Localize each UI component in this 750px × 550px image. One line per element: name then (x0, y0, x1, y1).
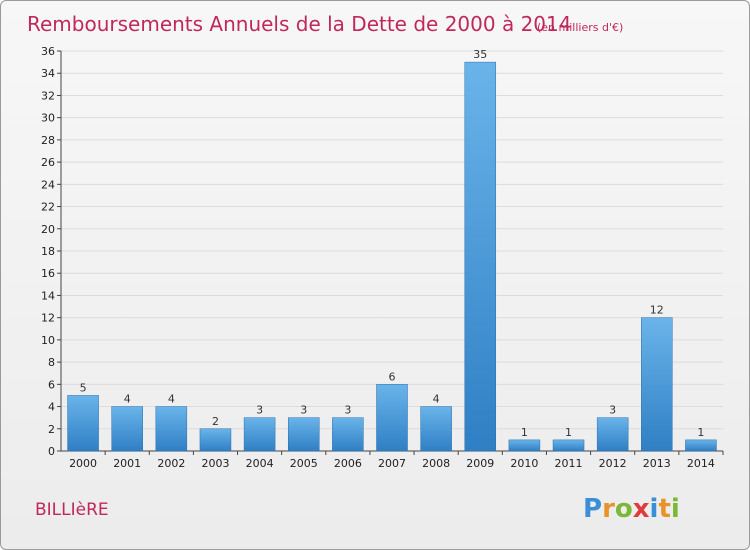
bar-2013 (641, 317, 673, 452)
x-tick-label: 2014 (687, 457, 715, 470)
logo-letter: o (615, 494, 633, 524)
logo-letter: x (633, 494, 650, 524)
y-tick-label: 32 (41, 89, 55, 102)
logo-letter: t (658, 494, 670, 524)
bar-2012 (596, 417, 629, 452)
x-tick-label: 2006 (334, 457, 362, 470)
x-tick-label: 2009 (466, 457, 494, 470)
data-label-2004: 3 (256, 404, 263, 417)
bar-2000 (67, 395, 99, 452)
chart-subtitle: (en milliers d'€) (537, 21, 623, 34)
y-tick-label: 6 (48, 378, 55, 391)
bars (67, 61, 717, 452)
bar-2006 (332, 417, 364, 452)
data-label-2011: 1 (565, 426, 572, 439)
bar-2008 (420, 406, 452, 452)
x-tick-label: 2013 (643, 457, 671, 470)
x-tick-label: 2012 (599, 457, 627, 470)
bar-2003 (199, 428, 232, 452)
y-tick-label: 20 (41, 223, 55, 236)
data-label-2010: 1 (521, 426, 528, 439)
y-tick-label: 34 (41, 67, 55, 80)
bar-2005 (287, 417, 320, 452)
data-label-2012: 3 (609, 404, 616, 417)
data-label-2002: 4 (168, 393, 175, 406)
bar-2001 (111, 406, 143, 452)
bar-2014 (685, 439, 717, 452)
y-tick-label: 30 (41, 112, 55, 125)
y-tick-label: 26 (41, 156, 55, 169)
y-tick-label: 24 (41, 178, 55, 191)
data-label-2013: 12 (650, 304, 664, 317)
data-label-2007: 6 (389, 370, 396, 383)
data-label-2001: 4 (124, 393, 131, 406)
logo-letter: P (583, 494, 602, 524)
bar-2004 (243, 417, 276, 452)
bar-2002 (155, 406, 188, 452)
x-tick-label: 2004 (246, 457, 274, 470)
x-tick-label: 2002 (157, 457, 185, 470)
bar-2009 (464, 61, 497, 452)
proxiti-logo: Proxiti (583, 494, 680, 524)
y-tick-label: 4 (48, 401, 55, 414)
y-tick-label: 36 (41, 45, 55, 58)
logo-letter: r (602, 494, 615, 524)
x-tick-label: 2011 (555, 457, 583, 470)
x-tick-label: 2008 (422, 457, 450, 470)
y-tick-label: 0 (48, 445, 55, 458)
y-tick-label: 12 (41, 312, 55, 325)
x-tick-label: 2007 (378, 457, 406, 470)
bar-2011 (552, 439, 585, 452)
logo-letter: i (671, 494, 680, 524)
data-label-2005: 3 (300, 404, 307, 417)
x-tick-label: 2000 (69, 457, 97, 470)
y-tick-label: 8 (48, 356, 55, 369)
data-label-2009: 35 (473, 48, 487, 61)
y-tick-label: 10 (41, 334, 55, 347)
x-tick-label: 2010 (510, 457, 538, 470)
y-tick-label: 22 (41, 201, 55, 214)
y-tick-label: 2 (48, 423, 55, 436)
grid-lines (61, 50, 723, 430)
x-tick-label: 2005 (290, 457, 318, 470)
bar-2007 (376, 384, 408, 452)
y-tick-label: 18 (41, 245, 55, 258)
y-tick-label: 16 (41, 267, 55, 280)
y-tick-label: 14 (41, 289, 55, 302)
x-tick-label: 2001 (113, 457, 141, 470)
x-tick-label: 2003 (201, 457, 229, 470)
data-label-2003: 2 (212, 415, 219, 428)
commune-name: BILLIèRE (35, 500, 109, 520)
data-label-2008: 4 (433, 393, 440, 406)
data-label-2000: 5 (80, 381, 87, 394)
y-tick-label: 28 (41, 134, 55, 147)
bar-2010 (508, 439, 541, 452)
chart-title: Remboursements Annuels de la Dette de 20… (27, 12, 571, 36)
data-label-2014: 1 (697, 426, 704, 439)
data-labels: 5 4 4 2 3 3 3 6 4 35 1 1 3 12 1 (80, 48, 705, 439)
logo-letter: i (650, 494, 659, 524)
data-label-2006: 3 (344, 404, 351, 417)
